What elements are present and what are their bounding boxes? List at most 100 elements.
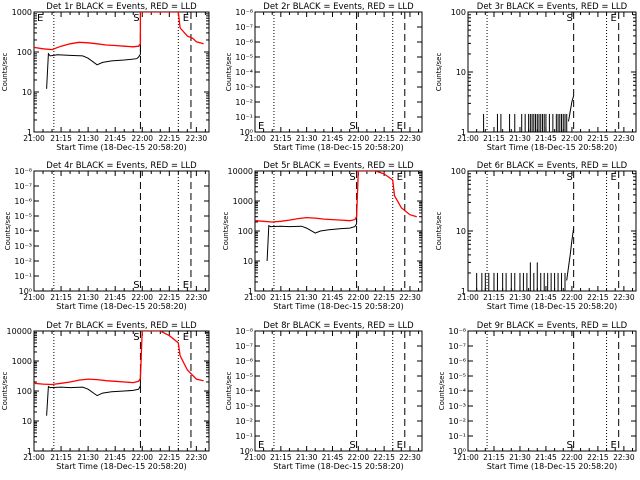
events-series-line [568, 95, 575, 122]
x-tick-label: 21:00 [244, 293, 266, 302]
x-tick-label: 22:00 [347, 453, 369, 462]
x-tick-label: 21:15 [50, 134, 72, 143]
y-tick-label: 10⁻⁸ [14, 167, 32, 176]
y-tick-label: 10⁻³ [235, 83, 253, 92]
y-tick-label: 10⁻⁵ [235, 372, 253, 381]
y-tick-label: 10⁻² [448, 417, 466, 426]
y-tick-label: 10⁻⁴ [448, 387, 466, 396]
y-tick-label: 100 [451, 8, 466, 17]
y-tick-label: 10⁰ [240, 447, 253, 456]
x-tick-label: 22:30 [399, 453, 421, 462]
plot-frame [467, 11, 637, 133]
panel-7: Det 7r BLACK = Events, RED = LLD 1 10 100 10… [1, 321, 210, 471]
x-tick-label: 21:45 [104, 134, 126, 143]
x-tick-label: 22:00 [561, 453, 583, 462]
y-tick-label: 10⁻⁴ [14, 227, 32, 236]
x-tick-label: 21:45 [535, 134, 557, 143]
panel-3: Det 3r BLACK = Events, RED = LLD 1 10 100 Co… [435, 2, 637, 152]
x-tick-label: 22:15 [587, 134, 609, 143]
x-tick-label: 22:30 [613, 453, 635, 462]
x-tick-label: 22:30 [186, 453, 208, 462]
y-axis-label: Counts/sec [435, 53, 443, 92]
x-tick-label: 22:15 [373, 453, 395, 462]
y-tick-label: 10000 [7, 327, 32, 336]
panel-title: Det 2r BLACK = Events, RED = LLD [263, 2, 414, 12]
panel-title: Det 1r BLACK = Events, RED = LLD [46, 2, 197, 12]
x-tick-label: 21:45 [535, 293, 557, 302]
x-axis-label: Start Time (18-Dec-15 20:58:20) [56, 462, 187, 471]
x-tick-label: 22:30 [186, 134, 208, 143]
y-tick-label: 10⁻⁶ [14, 197, 32, 206]
x-tick-label: 21:45 [322, 453, 344, 462]
y-tick-label: 100 [17, 48, 32, 57]
x-tick-label: 22:00 [131, 134, 153, 143]
x-tick-label: 21:15 [270, 453, 292, 462]
x-tick-label: 22:30 [399, 134, 421, 143]
x-axis-label: Start Time (18-Dec-15 20:58:20) [273, 143, 404, 152]
x-tick-label: 21:00 [244, 453, 266, 462]
start-marker-label: S [349, 121, 355, 132]
x-tick-label: 22:00 [561, 293, 583, 302]
panel-9: Det 9r BLACK = Events, RED = LLD 10⁰ 10⁻¹ 1… [438, 321, 637, 471]
x-tick-label: 21:00 [23, 293, 45, 302]
plot-frame [33, 170, 210, 292]
y-tick-label: 10 [456, 227, 466, 236]
events-series-line [566, 228, 575, 281]
x-tick-label: 21:30 [77, 134, 99, 143]
x-tick-label: 22:30 [399, 293, 421, 302]
x-tick-label: 22:00 [347, 293, 369, 302]
y-tick-label: 10⁻⁶ [235, 38, 253, 47]
x-tick-label: 22:00 [131, 293, 153, 302]
panel-title: Det 9r BLACK = Events, RED = LLD [477, 321, 628, 331]
x-axis-label: Start Time (18-Dec-15 20:58:20) [273, 302, 404, 311]
x-tick-label: 21:30 [77, 293, 99, 302]
y-tick-label: 10⁻² [235, 417, 253, 426]
y-axis-label: Counts/sec [225, 372, 233, 411]
x-tick-label: 21:45 [104, 293, 126, 302]
y-tick-label: 10⁻⁴ [235, 68, 253, 77]
x-axis-label: Start Time (18-Dec-15 20:58:20) [56, 302, 187, 311]
plot-frame [254, 330, 423, 452]
x-axis-label: Start Time (18-Dec-15 20:58:20) [487, 302, 618, 311]
y-tick-label: 100 [238, 227, 253, 236]
y-axis-label: Counts/sec [435, 212, 443, 251]
x-tick-label: 22:15 [587, 453, 609, 462]
lld-series-line [255, 171, 417, 223]
x-tick-label: 22:15 [158, 293, 180, 302]
x-tick-label: 22:15 [587, 293, 609, 302]
start-marker-label: S [133, 13, 139, 24]
end-marker-label: E [183, 13, 189, 24]
start-marker-label: S [566, 13, 572, 24]
plot-frame [254, 11, 423, 133]
events-series-line [46, 32, 141, 89]
y-tick-label: 10⁻¹ [235, 432, 253, 441]
y-tick-label: 1 [461, 287, 466, 296]
x-tick-label: 21:30 [296, 134, 318, 143]
y-axis-label: Counts/sec [1, 372, 9, 411]
y-tick-label: 1 [461, 128, 466, 137]
y-tick-label: 10⁻² [235, 98, 253, 107]
y-tick-label: 10⁻⁵ [235, 53, 253, 62]
end-marker-label: E [611, 172, 617, 183]
panel-8: Det 8r BLACK = Events, RED = LLD 10⁰ 10⁻¹ 1… [225, 321, 423, 471]
x-tick-label: 22:15 [158, 134, 180, 143]
x-tick-label: 21:00 [244, 134, 266, 143]
end-marker-label: E [397, 121, 403, 132]
y-tick-label: 100 [17, 387, 32, 396]
x-tick-label: 21:00 [457, 453, 479, 462]
y-tick-label: 10⁰ [240, 128, 253, 137]
start-marker-label: S [566, 440, 572, 451]
start-marker-label: S [349, 440, 355, 451]
events-series-line [266, 210, 358, 262]
panel-title: Det 3r BLACK = Events, RED = LLD [477, 2, 628, 12]
y-tick-label: 1 [27, 128, 32, 137]
x-tick-label: 21:15 [483, 134, 505, 143]
x-tick-label: 22:15 [158, 453, 180, 462]
x-tick-label: 21:00 [23, 453, 45, 462]
x-tick-label: 21:00 [23, 134, 45, 143]
x-tick-label: 21:00 [457, 293, 479, 302]
x-tick-label: 21:45 [322, 293, 344, 302]
y-tick-label: 10 [243, 257, 253, 266]
left-edge-marker-label: E [258, 440, 264, 451]
